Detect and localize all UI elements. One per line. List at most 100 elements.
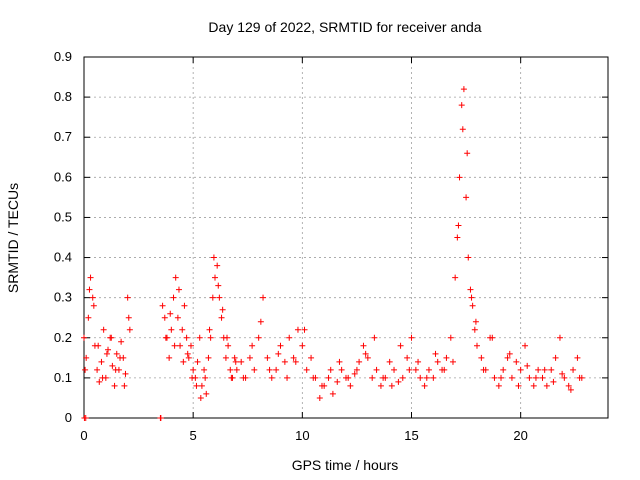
data-point bbox=[82, 415, 89, 421]
data-point bbox=[105, 346, 112, 353]
data-point bbox=[218, 314, 225, 321]
data-point bbox=[415, 358, 422, 365]
y-tick-label: 0.6 bbox=[54, 169, 72, 184]
data-point bbox=[308, 354, 315, 361]
data-point bbox=[556, 334, 563, 341]
data-point bbox=[532, 374, 539, 381]
y-tick-label: 0.3 bbox=[54, 290, 72, 305]
data-point bbox=[206, 326, 213, 333]
data-point bbox=[565, 382, 572, 389]
data-point bbox=[469, 302, 476, 309]
data-point bbox=[430, 374, 437, 381]
data-point bbox=[443, 354, 450, 361]
data-point bbox=[498, 374, 505, 381]
data-point bbox=[98, 358, 105, 365]
data-point bbox=[356, 358, 363, 365]
data-point bbox=[347, 382, 354, 389]
data-point bbox=[513, 358, 520, 365]
plot-frame bbox=[83, 56, 609, 419]
data-point bbox=[249, 342, 256, 349]
data-point bbox=[125, 314, 132, 321]
data-point bbox=[240, 374, 247, 381]
data-point bbox=[303, 366, 310, 373]
x-tick-label: 0 bbox=[80, 428, 87, 443]
data-point bbox=[574, 354, 581, 361]
data-point bbox=[301, 326, 308, 333]
data-point bbox=[198, 382, 205, 389]
y-axis-label: SRMTID / TECUs bbox=[5, 183, 21, 293]
data-point bbox=[550, 378, 557, 385]
data-point bbox=[255, 334, 262, 341]
y-tick-label: 0.7 bbox=[54, 129, 72, 144]
data-point bbox=[85, 314, 92, 321]
data-point bbox=[548, 366, 555, 373]
data-point bbox=[345, 374, 352, 381]
data-point bbox=[452, 274, 459, 281]
data-point bbox=[447, 334, 454, 341]
data-point bbox=[526, 374, 533, 381]
data-point bbox=[489, 334, 496, 341]
data-point bbox=[467, 286, 474, 293]
data-point bbox=[268, 374, 275, 381]
data-point bbox=[111, 382, 118, 389]
data-point bbox=[109, 362, 116, 369]
data-point bbox=[209, 294, 216, 301]
data-point bbox=[183, 334, 190, 341]
data-point bbox=[404, 354, 411, 361]
data-point bbox=[162, 334, 169, 341]
data-point bbox=[364, 354, 371, 361]
data-point bbox=[121, 382, 128, 389]
data-point bbox=[412, 366, 419, 373]
data-point bbox=[203, 390, 210, 397]
data-point bbox=[232, 358, 239, 365]
data-point bbox=[89, 294, 96, 301]
data-point bbox=[464, 150, 471, 157]
data-point bbox=[216, 294, 223, 301]
data-point bbox=[210, 254, 217, 261]
data-point bbox=[406, 366, 413, 373]
data-point bbox=[369, 374, 376, 381]
data-point bbox=[408, 334, 415, 341]
data-point bbox=[90, 302, 97, 309]
data-point bbox=[96, 378, 103, 385]
data-point bbox=[87, 274, 94, 281]
data-point bbox=[449, 358, 456, 365]
data-point bbox=[329, 390, 336, 397]
data-point bbox=[480, 366, 487, 373]
data-point bbox=[318, 382, 325, 389]
data-point bbox=[459, 126, 466, 133]
data-point bbox=[552, 354, 559, 361]
data-point bbox=[174, 314, 181, 321]
data-point bbox=[86, 286, 93, 293]
data-point bbox=[224, 334, 231, 341]
y-tick-label: 0.8 bbox=[54, 89, 72, 104]
data-point bbox=[227, 366, 234, 373]
data-point bbox=[391, 366, 398, 373]
data-point bbox=[212, 274, 218, 281]
data-point bbox=[386, 358, 393, 365]
data-point bbox=[388, 382, 395, 389]
data-point bbox=[327, 366, 334, 373]
axis-ticks: 0 0.1 0.2 0.3 0.4 0.5 0.6 0.7 0.8 0.9 0 5 10 15 20 bbox=[54, 49, 608, 443]
data-points bbox=[81, 86, 585, 421]
data-point bbox=[535, 366, 542, 373]
data-point bbox=[432, 350, 439, 357]
data-point bbox=[187, 342, 194, 349]
data-point bbox=[190, 366, 197, 373]
data-point bbox=[517, 366, 524, 373]
data-point bbox=[273, 366, 280, 373]
data-point bbox=[172, 274, 179, 281]
data-point bbox=[336, 358, 343, 365]
data-point bbox=[465, 254, 472, 261]
data-point bbox=[238, 358, 245, 365]
data-point bbox=[454, 234, 461, 241]
data-point bbox=[310, 374, 317, 381]
data-point bbox=[468, 294, 475, 301]
data-point bbox=[515, 382, 522, 389]
data-point bbox=[219, 306, 226, 313]
data-point bbox=[196, 334, 203, 341]
data-point bbox=[201, 366, 208, 373]
data-point bbox=[455, 222, 462, 229]
data-point bbox=[495, 382, 502, 389]
